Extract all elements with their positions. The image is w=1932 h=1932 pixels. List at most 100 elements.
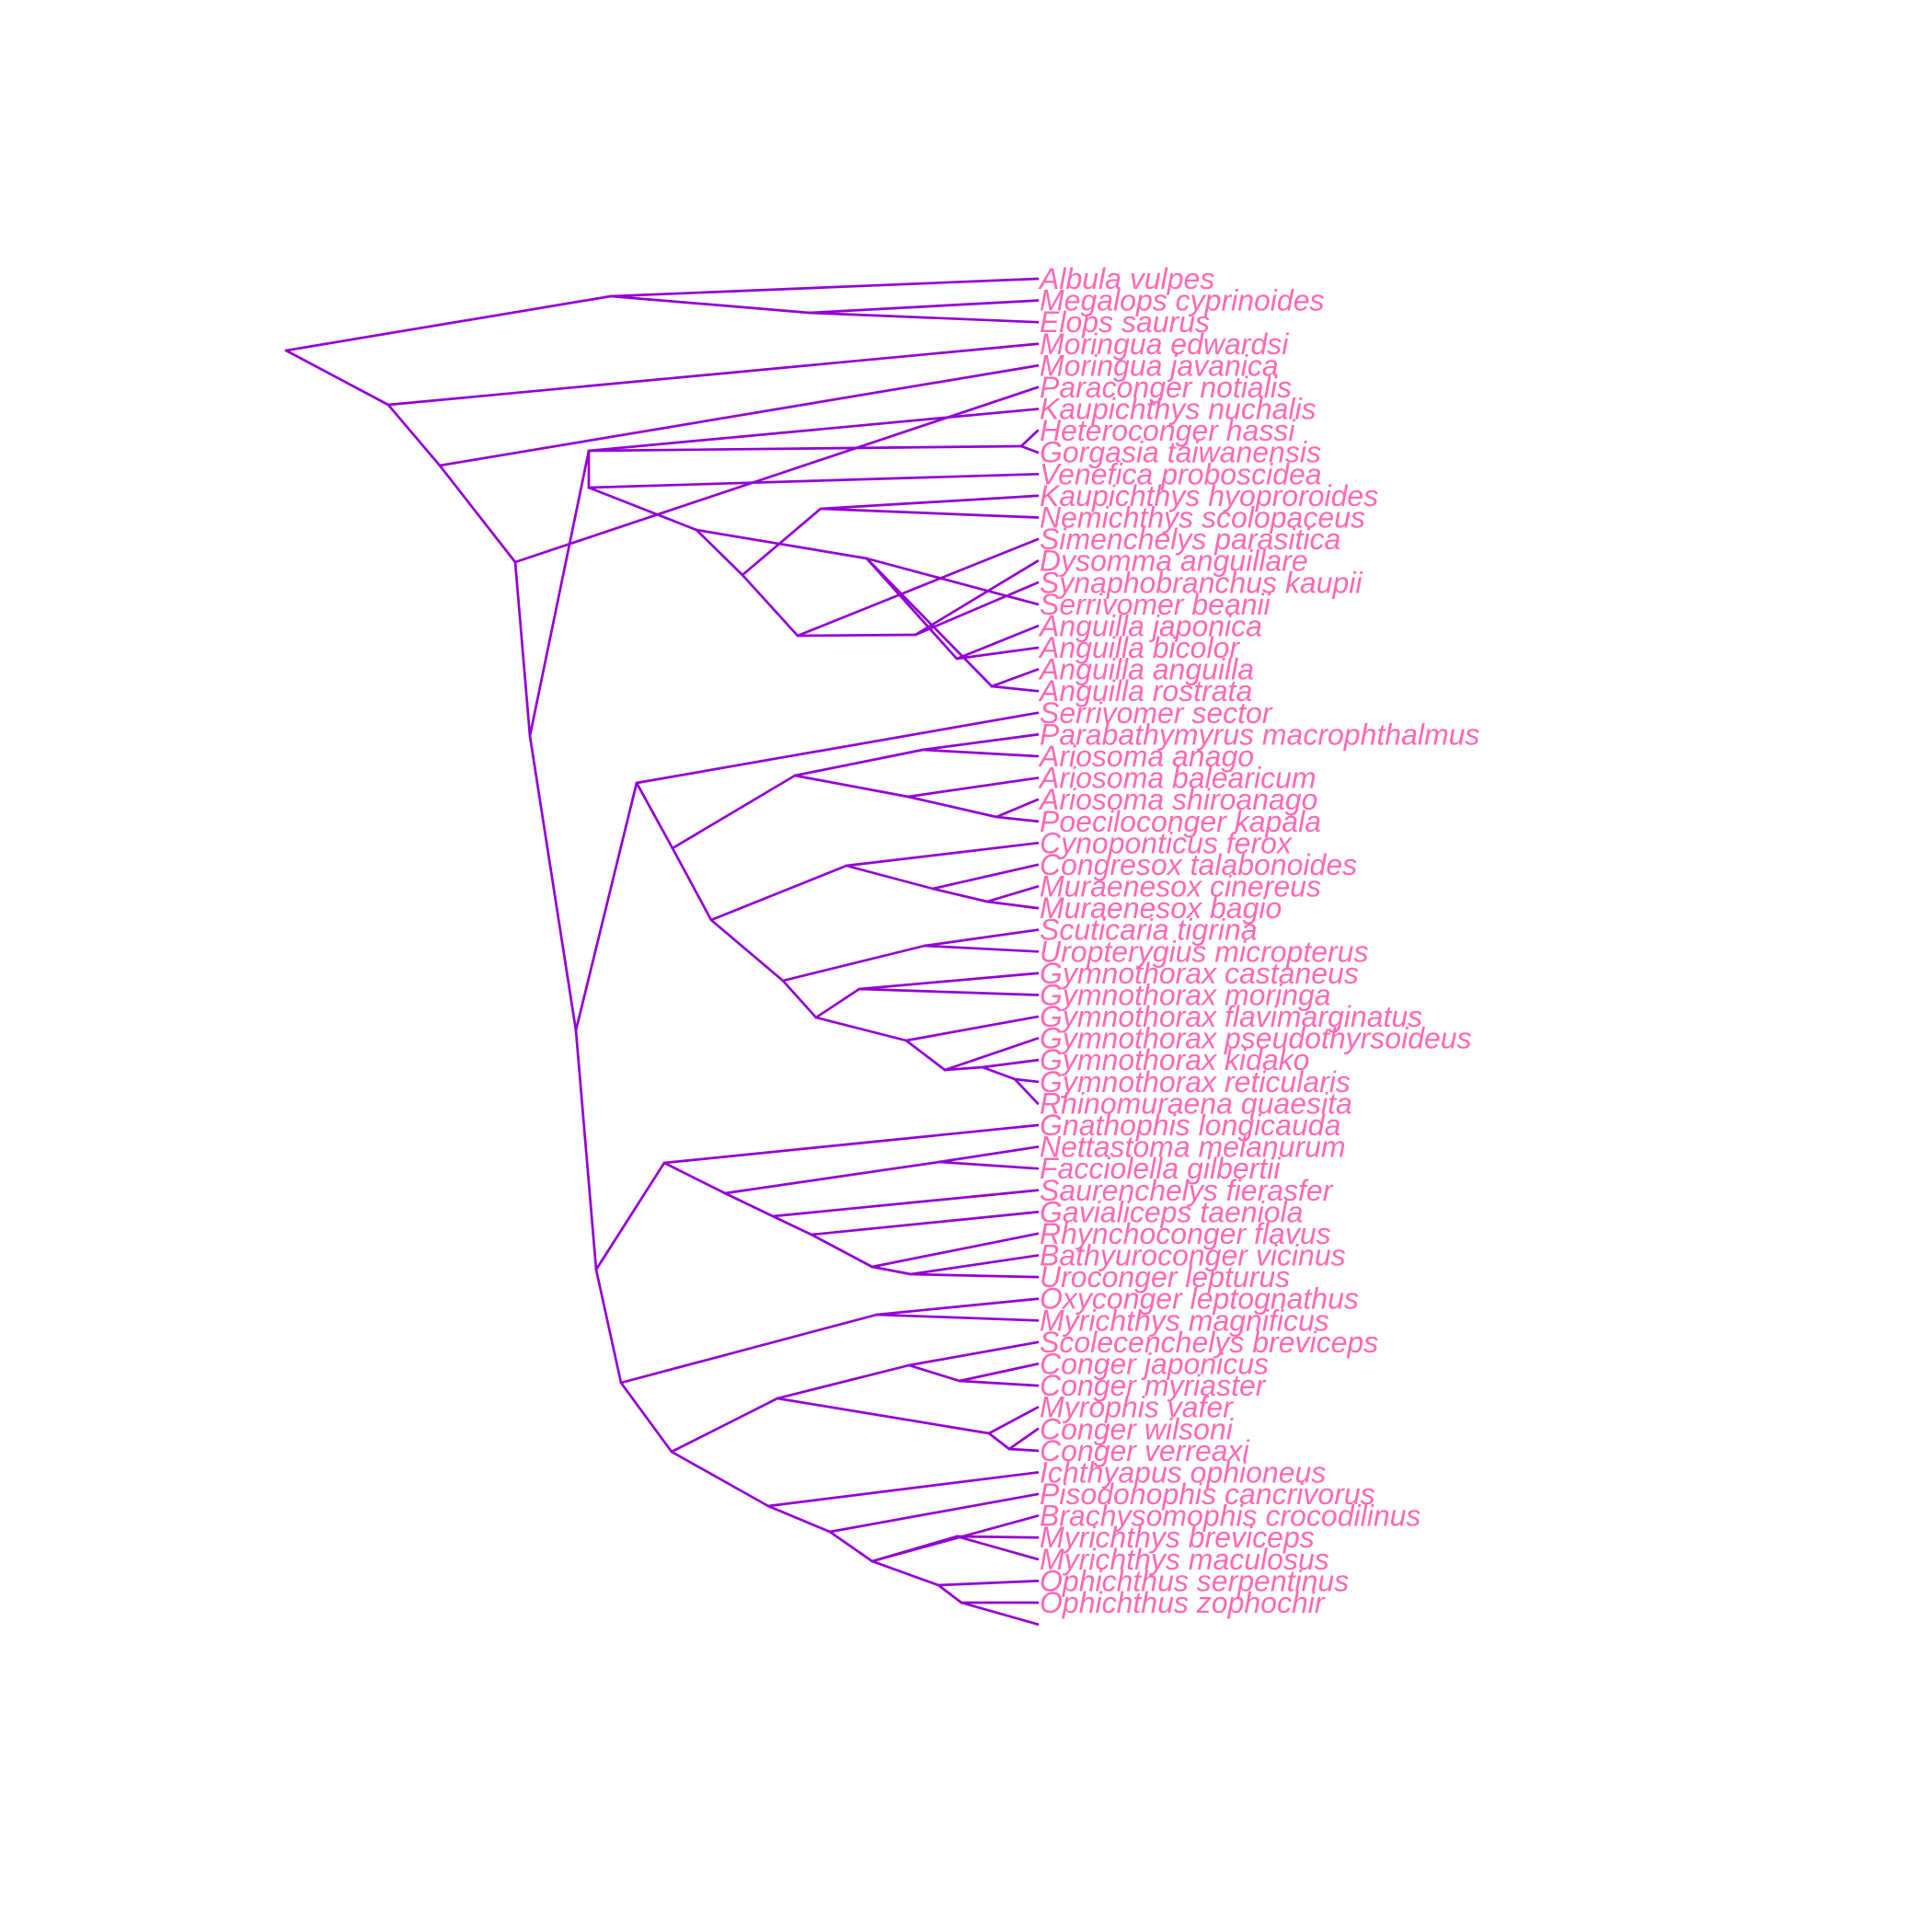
branch-b14 <box>814 987 861 1019</box>
tip-label-facciolella-gilbertii: Facciolella gilbertii <box>1040 1152 1281 1185</box>
branch-myrichthys-maculosus <box>955 1535 1040 1561</box>
tip-label-poeciloconger-kapala: Poeciloconger kapala <box>1040 805 1321 838</box>
branch-b17 <box>943 1065 984 1072</box>
branch-gymnothorax-flavimarginatus <box>904 1015 1040 1042</box>
tip-label-gavialiceps-taeniola: Gavialiceps taeniola <box>1040 1195 1303 1228</box>
branch-heteroconger-hassi <box>1019 429 1040 448</box>
branch-a9 <box>695 528 868 560</box>
branch-congresox-talabonoides <box>931 863 1040 891</box>
tip-label-gorgasia-taiwanensis: Gorgasia taiwanensis <box>1040 436 1321 469</box>
branch-a6 <box>741 507 822 577</box>
branch-kaupichthys-nuchalis <box>587 408 1040 453</box>
tip-label-nemichthys-scolopaceus: Nemichthys scolopaceus <box>1040 500 1365 534</box>
branch-paraconger-notialis <box>513 385 1040 564</box>
branch-c5 <box>810 1233 874 1269</box>
branch-scolecenchelys-breviceps <box>907 1340 1040 1367</box>
branch-tip-62 <box>960 1601 1040 1626</box>
tip-label-ophichthus-serpentinus: Ophichthus serpentinus <box>1040 1564 1349 1597</box>
tip-label-muraenesox-bagio: Muraenesox bagio <box>1040 891 1282 925</box>
branch-facciolella-gilbertii <box>937 1160 1040 1170</box>
tip-label-bathyuroconger-vicinus: Bathyuroconger vicinus <box>1040 1239 1346 1272</box>
tip-label-conger-myriaster: Conger myriaster <box>1040 1369 1267 1402</box>
tip-label-paraconger-notialis: Paraconger notialis <box>1040 371 1292 404</box>
branch-c8 <box>594 1268 623 1385</box>
branch-b10 <box>931 887 989 903</box>
tip-label-moringua-edwardsi: Moringua edwardsi <box>1040 328 1289 361</box>
branch-gymnothorax-moringa <box>857 987 1040 996</box>
tip-label-gnathophis-longicauda: Gnathophis longicauda <box>1040 1109 1340 1142</box>
branch-scuticaria-tigrina <box>923 928 1040 948</box>
tree-branches <box>284 277 1040 1626</box>
tip-label-anguilla-rostrata: Anguilla rostrata <box>1038 674 1252 707</box>
tip-label-simenchelys-parasitica: Simenchelys parasitica <box>1040 523 1340 556</box>
branch-ichthyapus-ophioneus <box>766 1471 1040 1508</box>
tip-label-megalops-cyprinoides: Megalops cyprinoides <box>1040 284 1325 317</box>
tip-label-serrivomer-sector: Serrivomer sector <box>1040 696 1273 730</box>
tip-label-albula-vulpes: Albula vulpes <box>1038 262 1214 295</box>
tip-label-ariosoma-shiroanago: Ariosoma shiroanago <box>1038 783 1317 816</box>
tip-label-gymnothorax-kidako: Gymnothorax kidako <box>1040 1043 1309 1076</box>
branch-ariosoma-shiroanago <box>995 798 1040 819</box>
branch-b15 <box>814 1016 908 1042</box>
branch-elop <box>284 294 613 352</box>
branch-myrophis-vafer <box>987 1406 1040 1435</box>
branch-b3 <box>671 846 713 922</box>
branch-serrivomer-beanii <box>865 557 1040 606</box>
tip-label-gymnothorax-castaneus: Gymnothorax castaneus <box>1040 957 1359 990</box>
branch-conger-wilsoni <box>1007 1427 1040 1451</box>
branch-serrivomer-sector <box>635 711 1040 785</box>
tip-label-congresox-talabonoides: Congresox talabonoides <box>1040 848 1357 881</box>
branch-dysomma-anguillare <box>914 559 1040 637</box>
tip-label-serrivomer-beanii: Serrivomer beanii <box>1040 588 1271 621</box>
tip-label-scolecenchelys-breviceps: Scolecenchelys breviceps <box>1040 1326 1378 1359</box>
tip-label-scuticaria-tigrina: Scuticaria tigrina <box>1040 914 1258 947</box>
tip-label-uroconger-lepturus: Uroconger lepturus <box>1040 1260 1290 1294</box>
tip-label-muraenesox-cinereus: Muraenesox cinereus <box>1040 870 1321 903</box>
branch-c9 <box>619 1381 673 1454</box>
tip-label-parabathymyrus-macrophthalmus: Parabathymyrus macrophthalmus <box>1040 718 1479 751</box>
branch-c13 <box>907 1363 961 1383</box>
branch-anguilla-rostrata <box>990 684 1040 693</box>
branch-c2 <box>662 1161 727 1195</box>
tip-label-conger-japonicus: Conger japonicus <box>1040 1348 1269 1381</box>
branch-ariosoma-anago <box>921 748 1040 758</box>
branch-c3 <box>723 1191 775 1218</box>
branch-cynoponticus-ferox <box>845 841 1040 868</box>
tip-label-gymnothorax-pseudothyrsoideus: Gymnothorax pseudothyrsoideus <box>1040 1022 1472 1055</box>
branch-b13 <box>781 979 818 1019</box>
tip-label-cynoponticus-ferox: Cynoponticus ferox <box>1040 826 1293 859</box>
branch-myrichthys-breviceps <box>955 1535 1040 1539</box>
branch-c17 <box>766 1504 832 1534</box>
tip-label-myrophis-vafer: Myrophis vafer <box>1040 1391 1234 1424</box>
branch-muraenesox-bagio <box>985 900 1040 910</box>
branch-parabathymyrus-macrophthalmus <box>921 733 1040 752</box>
branch-uroconger-lepturus <box>909 1272 1040 1279</box>
branch-meg <box>609 294 811 315</box>
branch-b11 <box>709 918 785 983</box>
branch-anguilla-japonica <box>955 625 1040 661</box>
tip-label-gymnothorax-moringa: Gymnothorax moringa <box>1040 978 1331 1011</box>
branch-b1 <box>574 781 638 1032</box>
tip-label-rhynchoconger-flavus: Rhynchoconger flavus <box>1040 1217 1331 1250</box>
tip-label-anguilla-bicolor: Anguilla bicolor <box>1038 631 1240 664</box>
branch-eela <box>438 464 517 564</box>
branch-c21 <box>937 1583 963 1604</box>
branch-a5 <box>695 528 744 577</box>
tip-label-elops-saurus: Elops saurus <box>1040 305 1210 339</box>
branch-c16 <box>670 1450 770 1508</box>
branch-saurenchelys-fierasfer <box>771 1189 1040 1218</box>
tip-label-ariosoma-balearicum: Ariosoma balearicum <box>1038 762 1317 795</box>
branch-b7 <box>906 795 998 819</box>
branch-simenchelys-parasitica <box>796 537 1040 638</box>
branch-myrichthys-magnificus <box>875 1313 1040 1322</box>
branch-anguilla-anguilla <box>990 668 1040 688</box>
branch-a8 <box>796 633 917 638</box>
branch-poeciloconger-kapala <box>995 815 1040 823</box>
branch-rhynchoconger-flavus <box>870 1232 1040 1269</box>
tip-label-uropterygius-micropterus: Uropterygius micropterus <box>1040 935 1368 968</box>
branch-b2 <box>635 781 674 850</box>
branch-c1 <box>594 1161 666 1271</box>
branch-gymnothorax-castaneus <box>857 972 1040 991</box>
branch-b16 <box>904 1039 947 1072</box>
branch-moringua-edwardsi <box>386 342 1040 407</box>
